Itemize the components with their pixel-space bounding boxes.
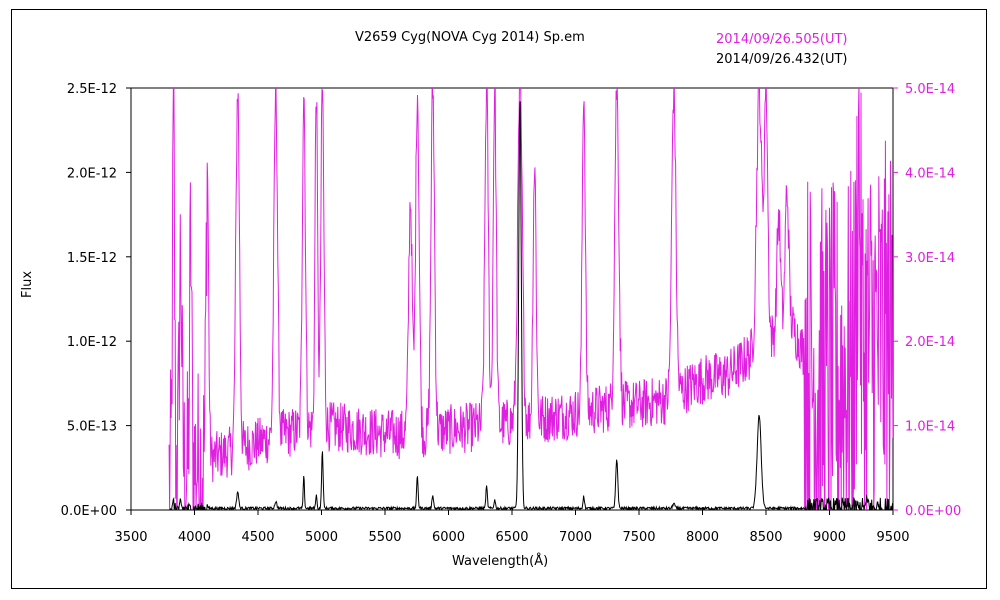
x-axis-label: Wavelength(Å) bbox=[452, 554, 549, 569]
y-left-tick-label: 1.5E-12 bbox=[67, 251, 117, 266]
x-tick-label: 7000 bbox=[559, 530, 592, 545]
x-tick-label: 9500 bbox=[876, 530, 909, 545]
x-tick-label: 5000 bbox=[305, 530, 338, 545]
x-tick-label: 9000 bbox=[813, 530, 846, 545]
legend-entry-series-2: 2014/09/26.432(UT) bbox=[716, 52, 848, 67]
x-tick-label: 8500 bbox=[749, 530, 782, 545]
series-line-1 bbox=[168, 88, 893, 510]
y-right-tick-label: 0.0E+00 bbox=[905, 504, 961, 519]
x-tick-label: 6500 bbox=[495, 530, 528, 545]
x-tick-label: 3500 bbox=[114, 530, 147, 545]
y-left-tick-label: 2.5E-12 bbox=[67, 82, 117, 97]
series-line-2 bbox=[169, 101, 893, 510]
x-tick-label: 4000 bbox=[178, 530, 211, 545]
x-tick-label: 5500 bbox=[368, 530, 401, 545]
y-right-tick-label: 1.0E-14 bbox=[905, 420, 955, 435]
chart-frame bbox=[11, 9, 987, 589]
y-left-tick-label: 2.0E-12 bbox=[67, 166, 117, 181]
y-left-tick-label: 0.0E+00 bbox=[61, 504, 117, 519]
x-tick-label: 4500 bbox=[241, 530, 274, 545]
y-left-tick-label: 5.0E-13 bbox=[67, 420, 117, 435]
y-left-tick-label: 1.0E-12 bbox=[67, 335, 117, 350]
chart-title: V2659 Cyg(NOVA Cyg 2014) Sp.em bbox=[355, 30, 585, 45]
x-tick-label: 7500 bbox=[622, 530, 655, 545]
legend-entry-series-1: 2014/09/26.505(UT) bbox=[716, 32, 848, 47]
x-tick-label: 8000 bbox=[686, 530, 719, 545]
x-tick-label: 6000 bbox=[432, 530, 465, 545]
y-right-tick-label: 3.0E-14 bbox=[905, 251, 955, 266]
y-right-tick-label: 4.0E-14 bbox=[905, 166, 955, 181]
y-right-tick-label: 2.0E-14 bbox=[905, 335, 955, 350]
y-right-tick-label: 5.0E-14 bbox=[905, 82, 955, 97]
